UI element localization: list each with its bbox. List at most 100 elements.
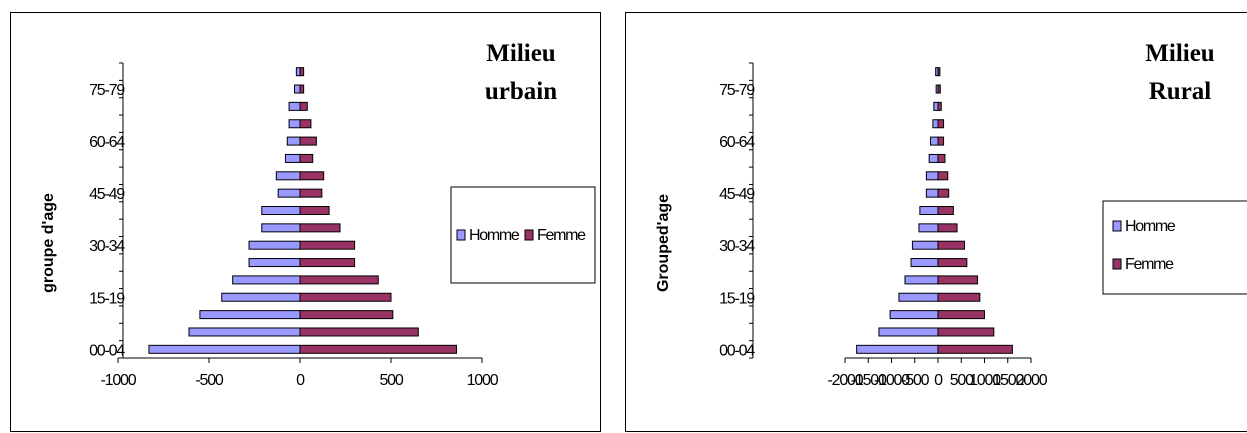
bar-femme [937, 223, 958, 233]
bar-homme [148, 344, 301, 354]
bar-homme [288, 119, 301, 129]
bar-femme [937, 84, 941, 94]
chart-title-line-1: Milieu [1145, 40, 1215, 67]
bar-femme [299, 258, 356, 268]
legend-box [450, 186, 596, 284]
bar-homme [930, 136, 939, 146]
bar-homme [933, 101, 939, 111]
bar-homme [856, 344, 939, 354]
pyramid-chart-urbain: 00-04 15-19 30-34 45-49 60-64 75-79 -1000 -500 0… [40, 40, 596, 389]
category-tick-label: 75-79 [719, 82, 755, 99]
bar-femme [299, 292, 392, 302]
category-tick-label: 15-19 [89, 290, 125, 307]
bar-homme [925, 188, 939, 198]
bar-homme [918, 223, 939, 233]
bar-homme [925, 171, 939, 181]
legend-box [1102, 200, 1247, 295]
category-tick-label: 60-64 [89, 134, 125, 151]
bar-homme [277, 188, 301, 198]
legend-swatch-femme [524, 229, 534, 241]
bar-femme [937, 327, 995, 337]
bar-femme [299, 240, 356, 250]
bar-homme [928, 153, 939, 163]
x-tick-label: -1000 [101, 372, 137, 389]
x-tick-label: -2000 [828, 372, 864, 389]
legend-swatch-femme [1112, 258, 1122, 270]
category-tick-label: 75-79 [89, 82, 125, 99]
bar-homme [878, 327, 939, 337]
bar-homme [932, 119, 939, 129]
bar-femme [299, 136, 317, 146]
x-tick-label: -1000 [874, 372, 910, 389]
bar-homme [199, 310, 301, 320]
bar-homme [275, 171, 301, 181]
bar-femme [299, 171, 325, 181]
bar-femme [937, 310, 985, 320]
x-tick-label: -1500 [851, 372, 887, 389]
bar-homme [261, 223, 301, 233]
bar-homme [295, 67, 301, 77]
category-tick-label: 00-04 [719, 342, 755, 359]
y-axis-title: Grouped'age [655, 194, 672, 292]
bar-femme [937, 258, 968, 268]
bar-homme [248, 240, 301, 250]
x-tick-label: -500 [195, 372, 224, 389]
bar-femme [299, 119, 312, 129]
bar-homme [232, 275, 301, 285]
bar-femme [937, 344, 1013, 354]
chart-panel-urbain: 00-04 15-19 30-34 45-49 60-64 75-79 -1000 -500 0… [10, 12, 601, 432]
bar-femme [937, 206, 954, 215]
bar-femme [937, 292, 981, 302]
bar-femme [299, 275, 379, 285]
bar-femme [299, 153, 314, 163]
bar-homme [261, 206, 301, 215]
bar-femme [937, 171, 949, 181]
category-tick-label: 30-34 [719, 238, 755, 255]
category-tick-label: 00-04 [89, 342, 125, 359]
legend-label-homme: Homme [469, 227, 520, 244]
category-tick-label: 45-49 [89, 186, 125, 203]
legend-swatch-homme [456, 229, 466, 241]
legend-label-femme: Femme [537, 227, 586, 244]
bar-homme [288, 101, 301, 111]
x-tick-label: 1500 [992, 372, 1024, 389]
pyramid-chart-rural: 00-04 15-19 30-34 45-49 60-64 75-79 -2000-1500… [655, 40, 1247, 389]
bar-femme [937, 153, 946, 163]
bar-femme [299, 327, 419, 337]
bar-homme [889, 310, 939, 320]
bar-femme [299, 84, 305, 94]
bar-homme [919, 206, 939, 215]
x-tick-label: 500 [950, 372, 974, 389]
legend-label-homme: Homme [1125, 218, 1176, 235]
bar-homme [898, 292, 939, 302]
bar-homme [188, 327, 301, 337]
bar-femme [299, 188, 323, 198]
category-tick-label: 15-19 [719, 290, 755, 307]
bar-femme [937, 240, 966, 250]
bar-femme [937, 188, 950, 198]
bar-homme [248, 258, 301, 268]
bar-homme [294, 84, 301, 94]
bar-femme [937, 67, 941, 77]
x-tick-label: 1000 [467, 372, 499, 389]
x-tick-label: 1000 [969, 372, 1001, 389]
bar-femme [299, 67, 305, 77]
bar-femme [299, 101, 308, 111]
bar-femme [937, 136, 945, 146]
chart-title-line-2: Rural [1149, 78, 1212, 105]
chart-title-line-1: Milieu [486, 40, 556, 67]
bar-femme [299, 310, 394, 320]
legend-label-femme: Femme [1125, 256, 1174, 273]
bar-femme [299, 344, 458, 354]
bar-homme [284, 153, 301, 163]
bar-homme [286, 136, 301, 146]
bar-homme [221, 292, 301, 302]
bar-femme [299, 206, 330, 215]
bar-homme [911, 240, 939, 250]
bar-femme [299, 223, 341, 233]
bar-femme [937, 101, 942, 111]
category-tick-label: 45-49 [719, 186, 755, 203]
legend-swatch-homme [1112, 220, 1122, 232]
bar-homme [904, 275, 939, 285]
category-tick-label: 60-64 [719, 134, 755, 151]
